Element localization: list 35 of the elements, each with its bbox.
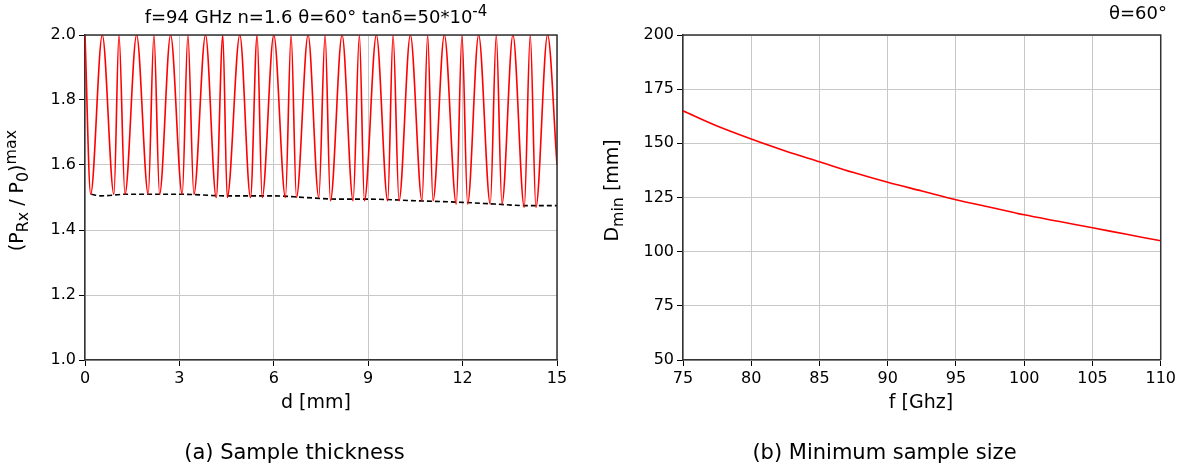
y-tick-label: 1.2: [50, 284, 76, 304]
x-tick-label: 90: [877, 367, 898, 387]
x-tick-label: 95: [945, 367, 967, 387]
line-series: [90, 193, 557, 207]
x-tick-label: 3: [174, 367, 185, 387]
x-tick-label: 100: [1008, 367, 1040, 387]
text: (a) Sample thickness: [183, 440, 406, 464]
y-tick-label: 150: [643, 132, 674, 152]
y-tick-label: 200: [643, 24, 674, 44]
x-tick-label: 6: [268, 367, 279, 387]
y-tick-label: 1.0: [50, 349, 76, 369]
y-tick-label: 1.4: [50, 219, 76, 239]
chart-title: f=94 GHz n=1.6 θ=60° tanδ=50*10$^{-4}$: [143, 2, 489, 27]
x-tick-label: 105: [1077, 367, 1108, 387]
x-tick-label: 80: [741, 367, 762, 387]
x-tick-label: 9: [363, 367, 374, 387]
y-tick-label: 50: [653, 349, 674, 369]
y-tick-label: 100: [643, 240, 674, 260]
y-tick-label: 2.0: [50, 24, 76, 44]
x-tick-label: 85: [809, 367, 830, 387]
y-tick-label: 75: [653, 294, 674, 314]
y-tick-label: 1.8: [50, 89, 76, 109]
x-tick-label: 12: [452, 367, 473, 387]
y-tick-label: 175: [643, 78, 674, 98]
x-axis-title: f [Ghz]: [887, 390, 955, 412]
x-axis-title: d [mm]: [280, 390, 352, 412]
y-tick-label: 125: [643, 186, 674, 206]
x-tick-label: 110: [1145, 367, 1176, 387]
x-tick-label: 15: [546, 367, 568, 387]
text: (b) Minimum sample size: [751, 440, 1018, 464]
x-tick-label: 75: [672, 367, 694, 387]
x-tick-label: 0: [79, 367, 91, 387]
line-series: [683, 110, 1161, 242]
y-tick-label: 1.6: [50, 154, 76, 174]
chart-title: θ=60°: [1109, 2, 1167, 23]
